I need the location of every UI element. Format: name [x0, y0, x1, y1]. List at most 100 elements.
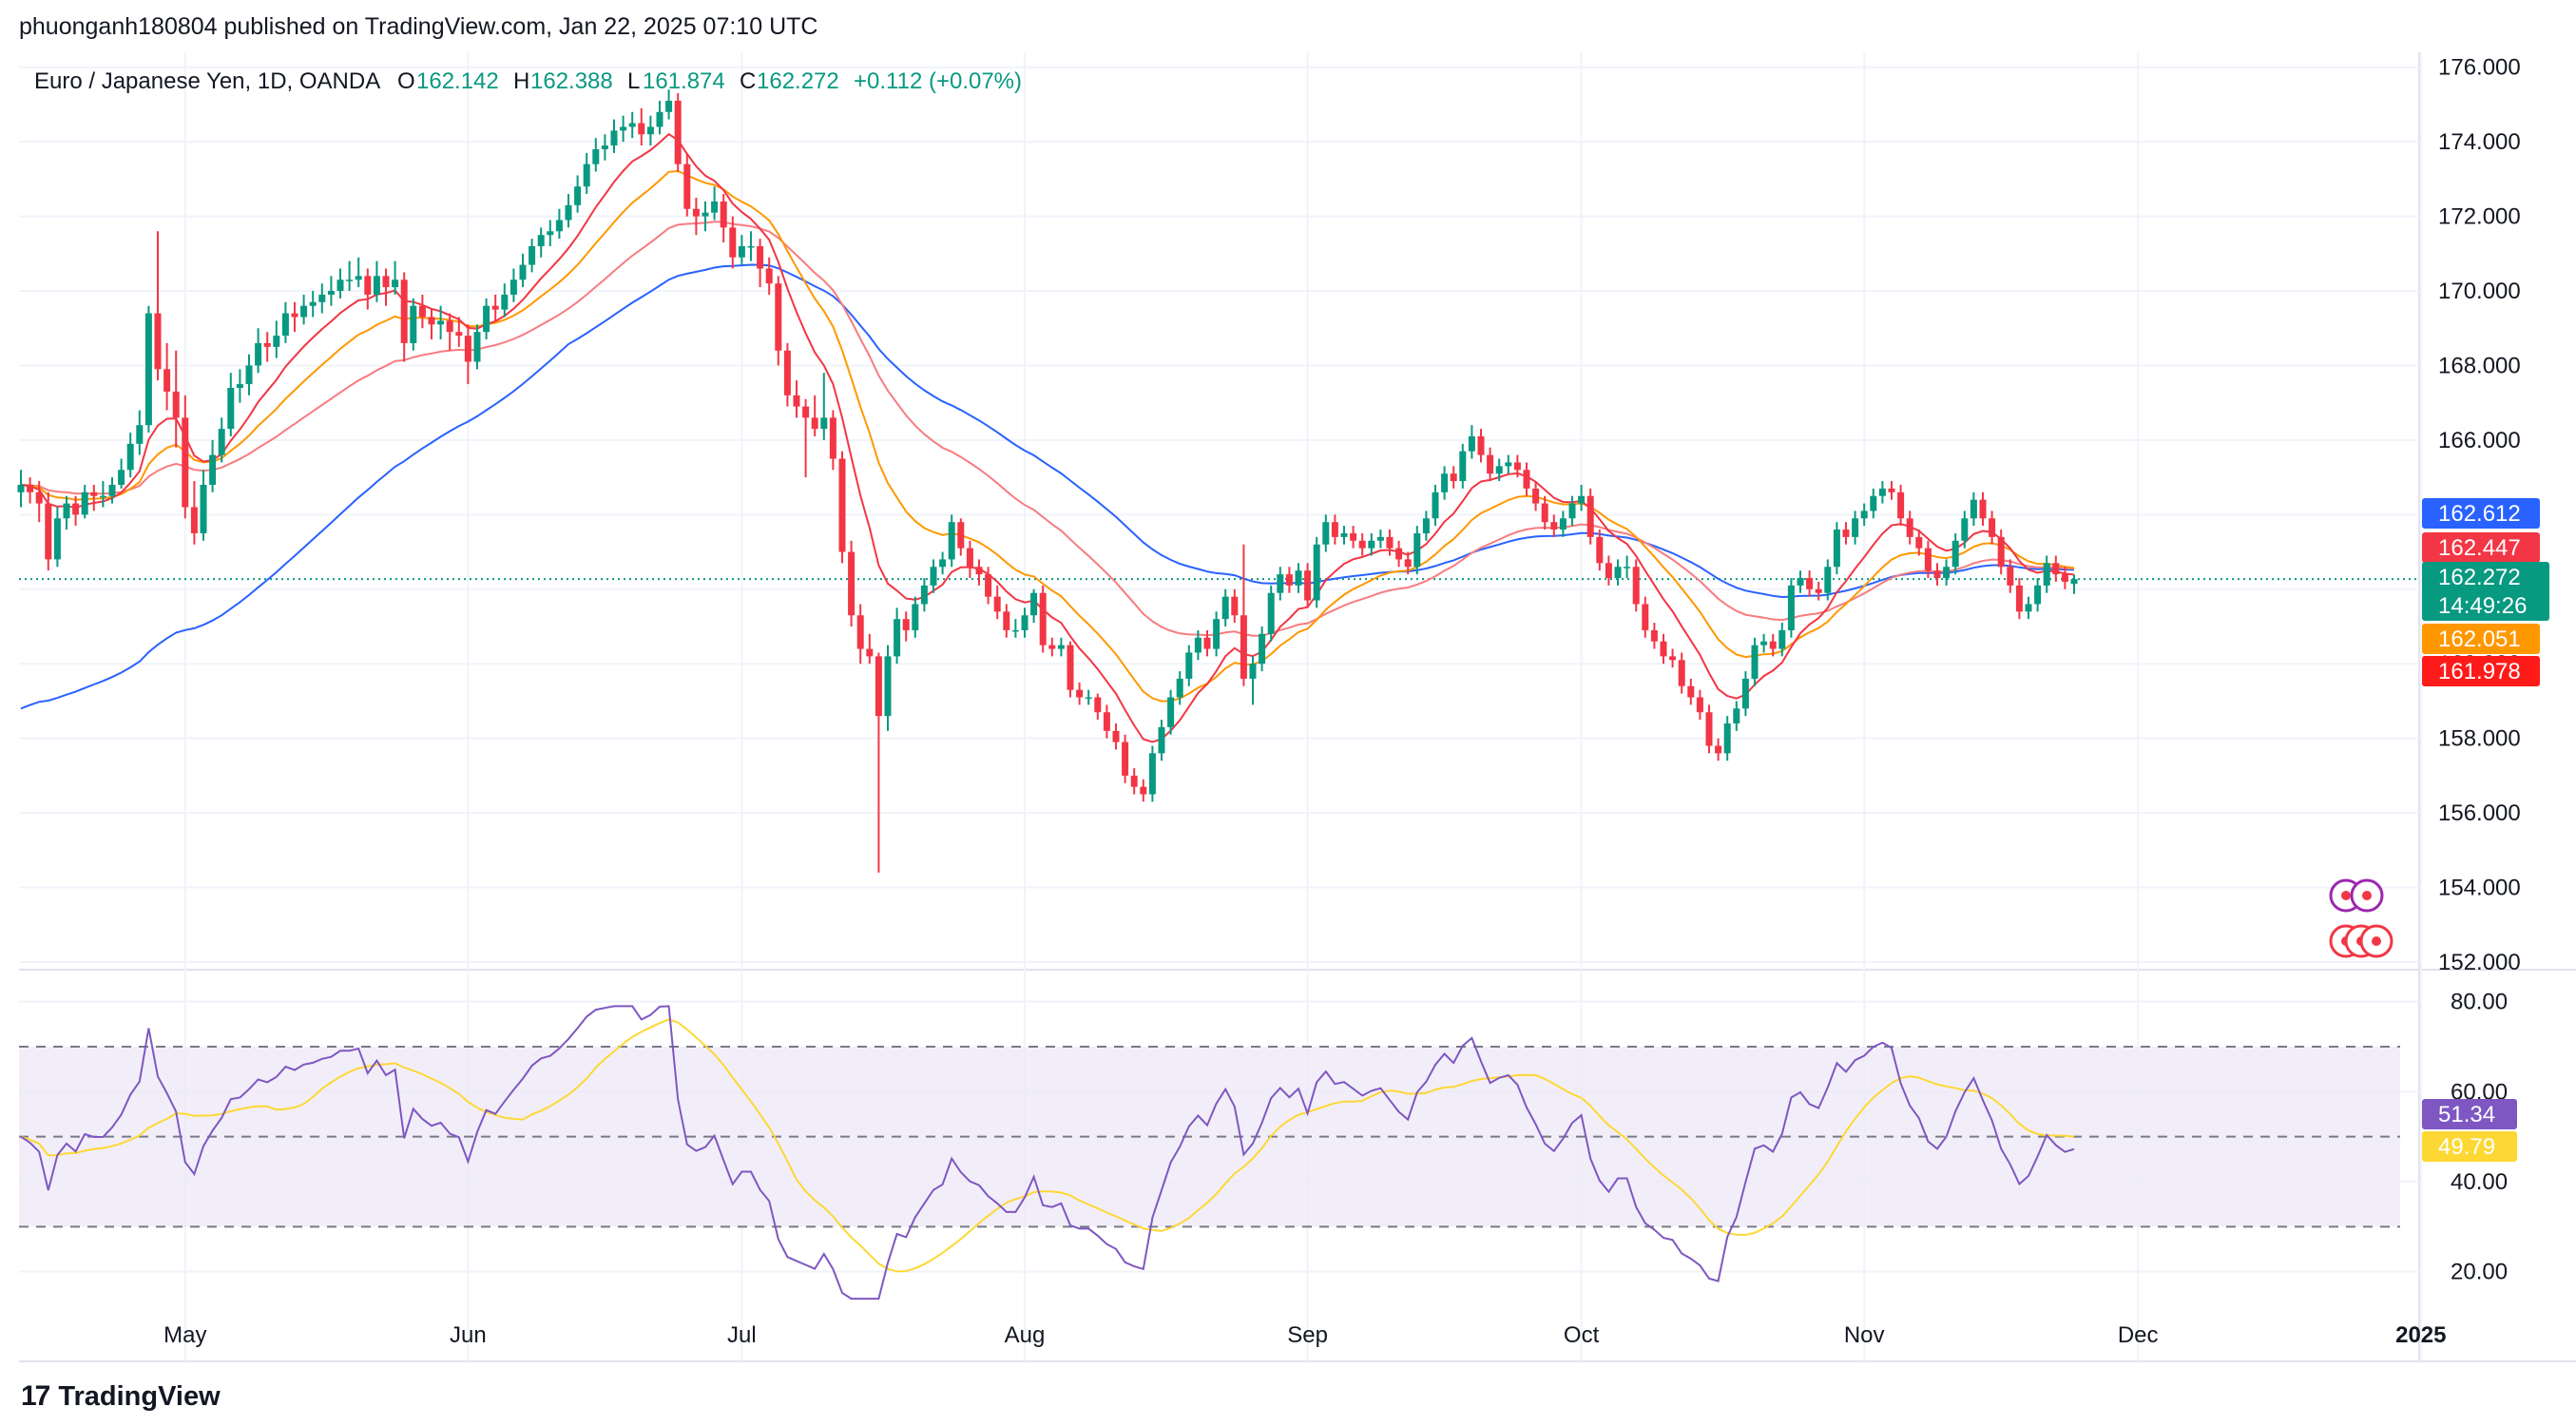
- candle-body: [1040, 593, 1047, 646]
- candle-body: [173, 392, 180, 417]
- candle-body: [1231, 597, 1238, 616]
- candle-body: [1651, 630, 1658, 642]
- countdown-text: 14:49:26: [2438, 593, 2527, 619]
- candle-body: [1861, 511, 1868, 518]
- candle-body: [1086, 698, 1092, 700]
- candle-body: [1003, 611, 1009, 630]
- candle-body: [127, 444, 134, 470]
- time-tick-label: Nov: [1844, 1322, 1885, 1348]
- candle-body: [739, 246, 745, 258]
- candle-body: [1824, 567, 1831, 592]
- candle-body: [27, 485, 33, 492]
- candle-body: [474, 332, 481, 361]
- legend-change: +0.112 (+0.07%): [854, 68, 1022, 94]
- candle-body: [711, 202, 718, 213]
- time-tick-label: Dec: [2118, 1322, 2159, 1348]
- candle-body: [775, 283, 781, 351]
- time-tick-label: May: [163, 1322, 206, 1348]
- candle-body: [1934, 570, 1941, 578]
- candle-body: [894, 619, 900, 656]
- candle-body: [1341, 533, 1348, 537]
- rsi-pane: [19, 1006, 2400, 1299]
- candle-body: [866, 649, 873, 657]
- time-axis[interactable]: MayJunJulAugSepOctNovDec202527: [163, 1322, 2576, 1348]
- candle-body: [1405, 559, 1412, 567]
- price-tick-label: 156.000: [2438, 800, 2521, 826]
- candle-body: [1277, 574, 1283, 593]
- candle-body: [985, 574, 991, 597]
- legend-symbol: Euro / Japanese Yen, 1D, OANDA: [34, 68, 380, 94]
- candle-body: [693, 209, 700, 217]
- candle-body: [492, 306, 499, 310]
- price-label-text: 162.612: [2438, 501, 2521, 527]
- candle-body: [1587, 496, 1594, 537]
- candle-body: [18, 485, 25, 492]
- candle-body: [1104, 712, 1110, 731]
- candle-body: [54, 518, 61, 559]
- candle-body: [447, 320, 453, 332]
- candle-body: [1122, 742, 1128, 776]
- candle-body: [1569, 504, 1576, 519]
- candle-body: [1897, 492, 1904, 518]
- time-tick-label: Jun: [450, 1322, 487, 1348]
- candle-body: [401, 279, 408, 343]
- chart-canvas[interactable]: 176.000174.000172.000170.000168.000166.0…: [0, 0, 2576, 1426]
- candle-body: [1423, 518, 1430, 533]
- candle-body: [1797, 578, 1804, 586]
- price-tick-label: 154.000: [2438, 876, 2521, 901]
- candle-body: [2052, 563, 2059, 574]
- candle-body: [665, 101, 672, 112]
- price-label-text: 161.978: [2438, 659, 2521, 684]
- candle-body: [702, 213, 709, 217]
- rsi-label-text: 51.34: [2438, 1102, 2495, 1127]
- candle-body: [246, 365, 253, 384]
- candle-body: [1496, 466, 1503, 473]
- rsi-tick-label: 80.00: [2451, 990, 2508, 1015]
- candle-body: [1724, 723, 1731, 753]
- candle-body: [182, 417, 188, 507]
- candle-body: [1469, 436, 1475, 452]
- candle-body: [1387, 537, 1394, 549]
- indicator-icons[interactable]: [2331, 880, 2392, 956]
- candles: [18, 89, 2078, 873]
- candle-body: [1752, 646, 1759, 679]
- candle-body: [255, 343, 261, 366]
- candle-body: [657, 112, 663, 127]
- price-tick-label: 152.000: [2438, 950, 2521, 975]
- candle-body: [1834, 530, 1840, 567]
- candle-body: [967, 549, 973, 568]
- candle-body: [976, 567, 983, 574]
- candle-body: [1177, 679, 1183, 698]
- candle-body: [1961, 518, 1968, 541]
- candle-body: [209, 455, 216, 485]
- candle-body: [921, 586, 928, 605]
- candle-body: [848, 552, 855, 616]
- earnings-dot-icon: [2372, 936, 2381, 946]
- candle-body: [90, 492, 97, 496]
- candle-body: [1560, 518, 1567, 530]
- candle-body: [566, 205, 572, 221]
- candle-body: [1687, 686, 1694, 698]
- candle-body: [1989, 518, 1995, 537]
- candle-body: [647, 126, 654, 134]
- candle-body: [1642, 604, 1648, 629]
- candle-body: [1413, 533, 1420, 567]
- rsi-tick-label: 40.00: [2451, 1169, 2508, 1195]
- time-tick-label: Aug: [1005, 1322, 1046, 1348]
- candle-body: [2062, 574, 2068, 582]
- candle-body: [2034, 586, 2041, 605]
- candle-body: [72, 504, 79, 515]
- candle-body: [109, 485, 116, 496]
- candle-body: [483, 306, 490, 332]
- candle-body: [1240, 615, 1247, 679]
- candle-body: [1505, 462, 1511, 466]
- candle-body: [1113, 731, 1120, 742]
- candle-body: [556, 220, 563, 231]
- candle-body: [1022, 615, 1028, 630]
- candle-body: [437, 320, 444, 324]
- candle-body: [794, 395, 800, 407]
- candle-body: [1925, 549, 1932, 571]
- legend-o-label: O: [397, 68, 415, 94]
- candle-body: [1432, 492, 1439, 518]
- candle-body: [1661, 642, 1667, 657]
